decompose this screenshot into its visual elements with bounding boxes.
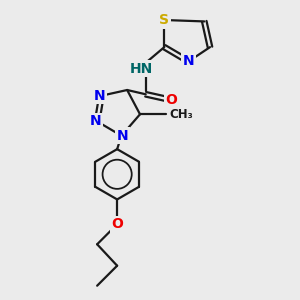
Text: N: N xyxy=(117,129,129,143)
Text: O: O xyxy=(111,217,123,231)
Text: N: N xyxy=(183,54,194,68)
Text: HN: HN xyxy=(130,61,153,76)
Text: N: N xyxy=(94,89,106,103)
Text: CH₃: CH₃ xyxy=(169,108,193,121)
Text: N: N xyxy=(90,114,101,128)
Text: S: S xyxy=(159,13,169,27)
Text: O: O xyxy=(166,93,177,107)
